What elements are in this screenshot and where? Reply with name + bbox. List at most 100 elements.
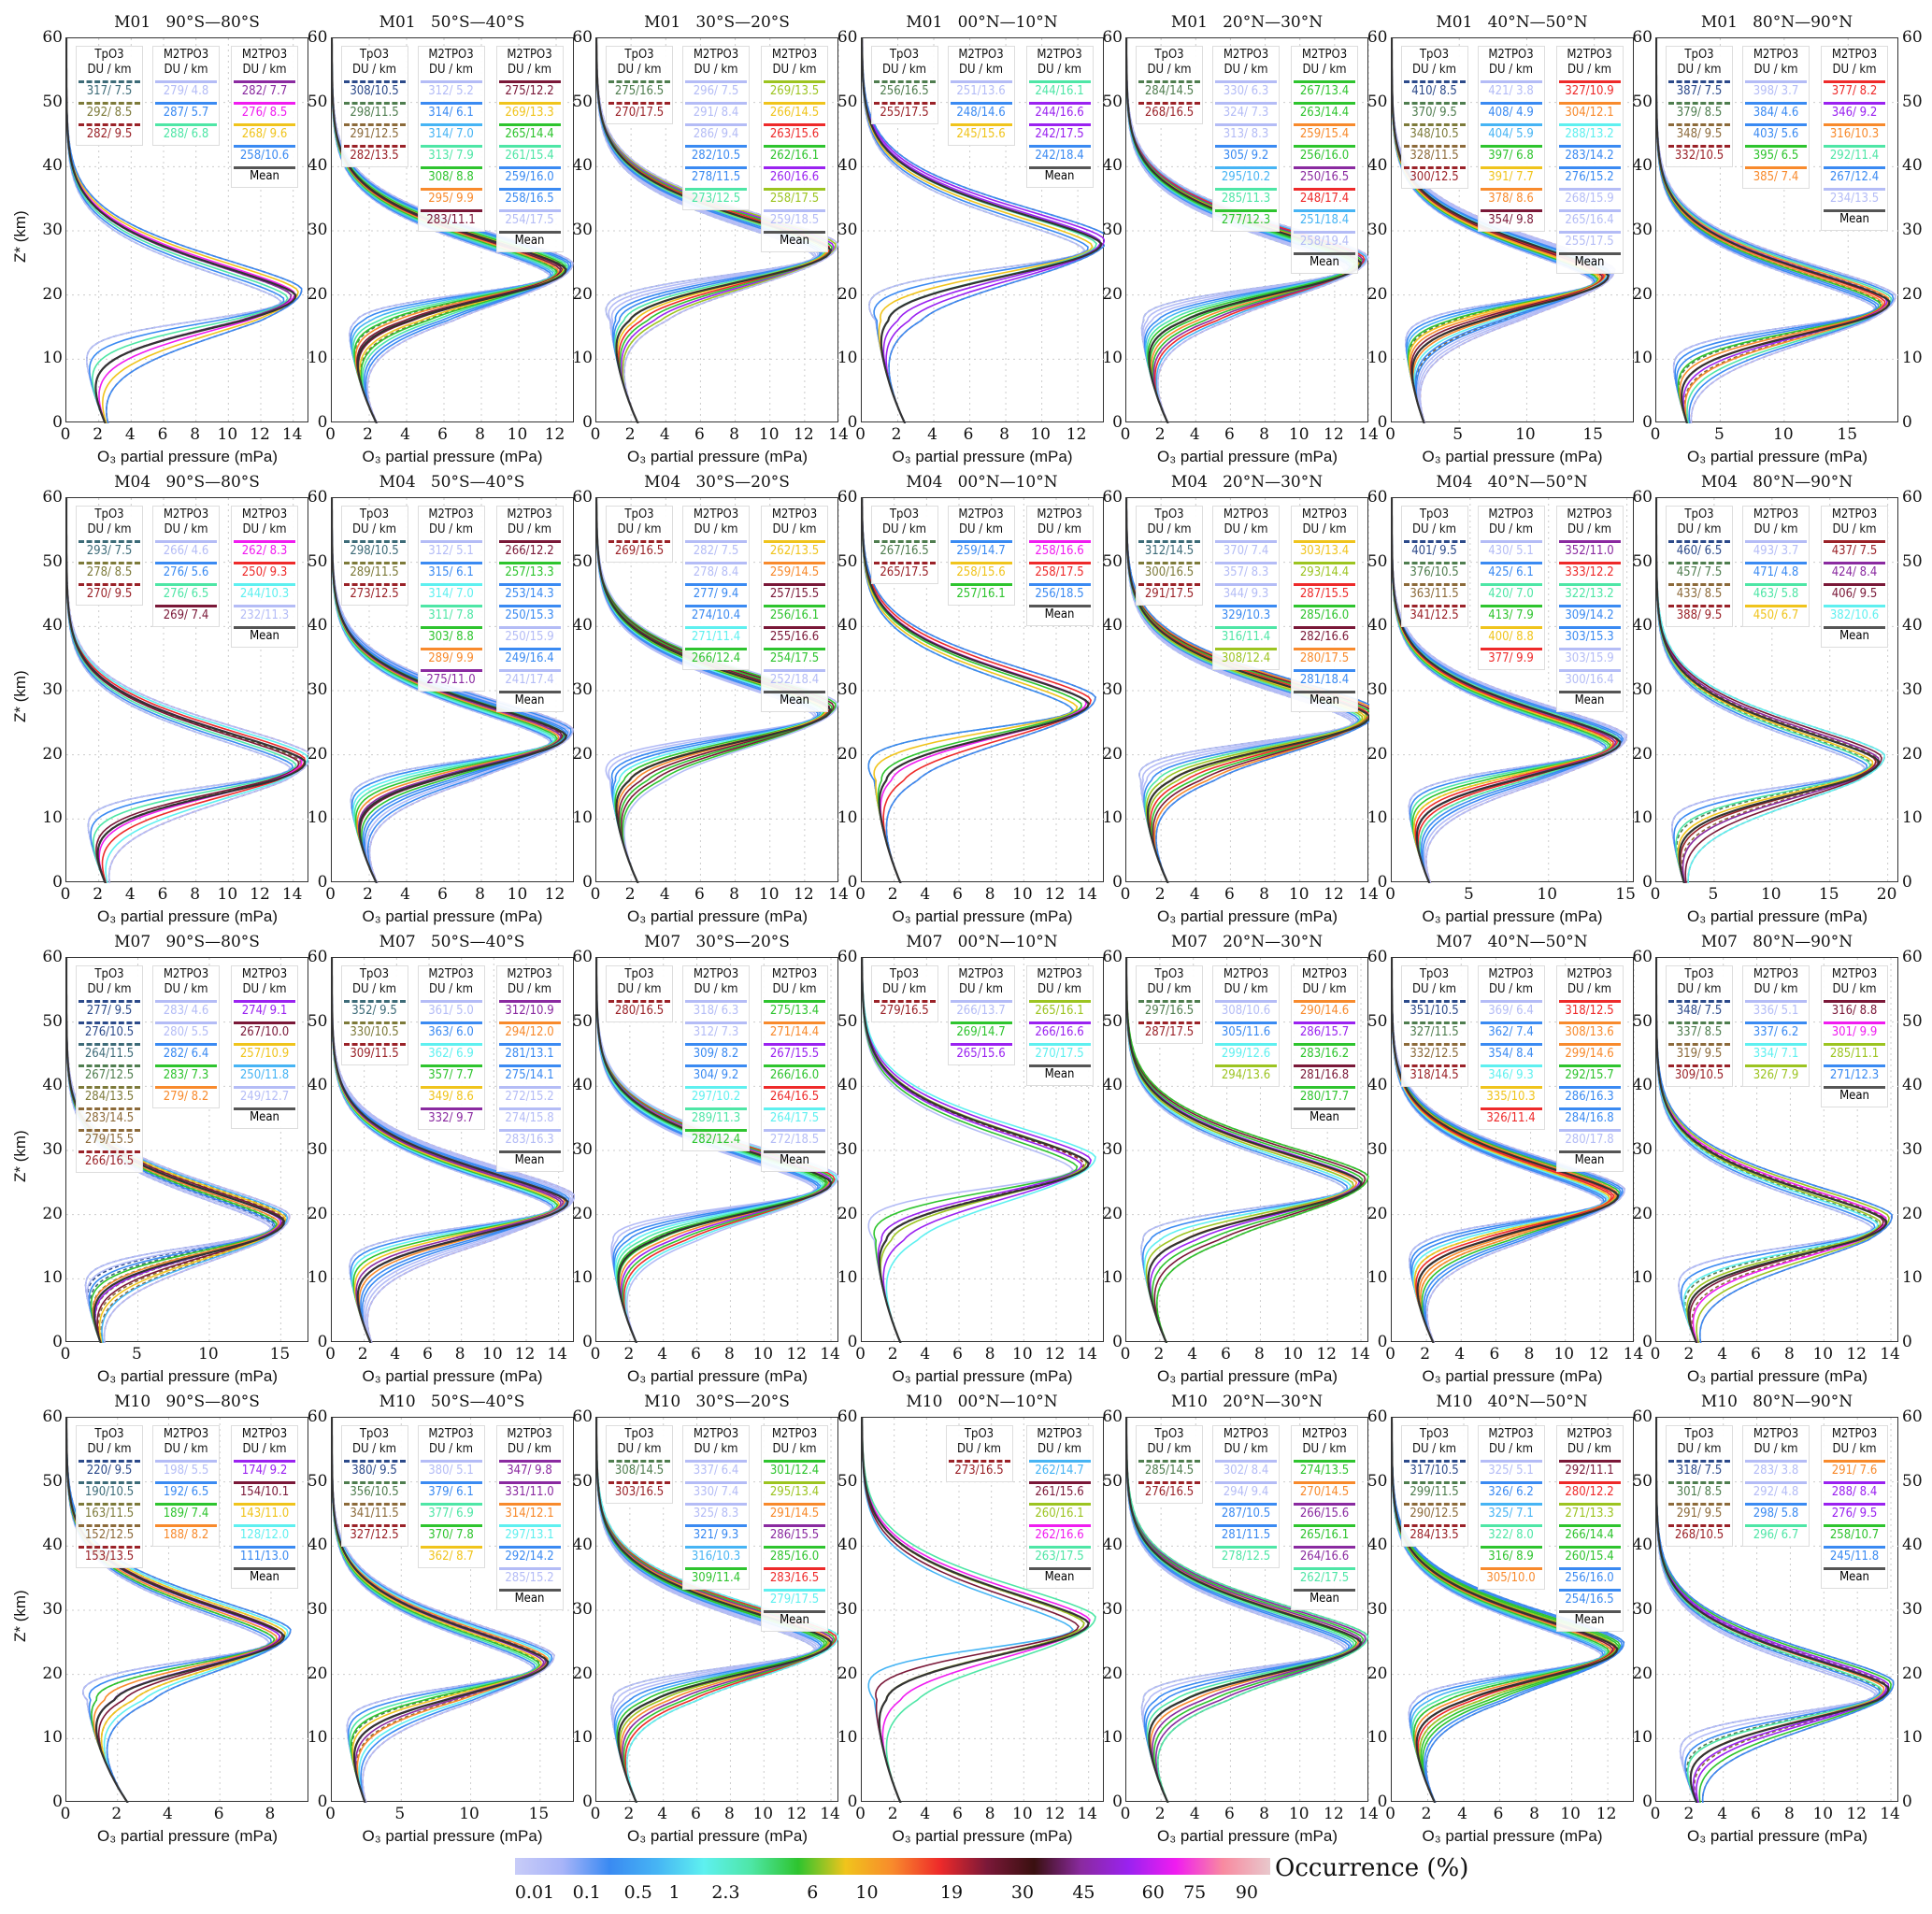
x-tick-label: 15 bbox=[1582, 425, 1603, 444]
y-tick-label-right: 0 bbox=[1902, 1333, 1912, 1351]
legend-header: M2TPO3 bbox=[1488, 48, 1534, 62]
x-tick-label: 5 bbox=[1708, 885, 1719, 904]
legend-entry: 270/17.5 bbox=[1028, 1043, 1091, 1062]
legend-entry: 282/13.5 bbox=[343, 145, 406, 164]
panel-title: M10 90°S—80°S bbox=[114, 1393, 260, 1411]
legend-mean: Mean bbox=[764, 691, 825, 708]
x-tick-label: 10 bbox=[1812, 1805, 1834, 1823]
x-tick-label: 14 bbox=[547, 1345, 567, 1364]
x-tick-label: 14 bbox=[828, 425, 849, 444]
legend-entry: 330/10.5 bbox=[343, 1021, 406, 1040]
legend-units: DU / km bbox=[694, 1442, 738, 1456]
x-tick-label: 0 bbox=[325, 425, 336, 444]
y-tick-label: 20 bbox=[1367, 1664, 1388, 1683]
x-tick-label: 2 bbox=[1420, 1345, 1431, 1364]
legend-entry: 292/ 8.5 bbox=[79, 102, 140, 121]
x-tick-label: 12 bbox=[1044, 885, 1066, 904]
legend-units: DU / km bbox=[1488, 522, 1534, 536]
legend-entry: 251/13.6 bbox=[950, 80, 1012, 99]
legend-entry: 273/16.5 bbox=[948, 1460, 1010, 1478]
legend-entry: 348/10.5 bbox=[1403, 123, 1466, 142]
panel-title: M07 90°S—80°S bbox=[114, 933, 260, 951]
legend-entry: 267/10.0 bbox=[234, 1021, 295, 1040]
legend-column-m2a: M2TPO3 DU / km 279/ 4.8 287/ 5.7 288/ 6.8 bbox=[152, 46, 220, 146]
x-tick-label: 14 bbox=[1358, 425, 1379, 444]
y-tick-label: 50 bbox=[1367, 1011, 1388, 1031]
legend-entry: 264/17.5 bbox=[764, 1107, 825, 1126]
y-tick-label-right: 20 bbox=[1902, 1204, 1923, 1223]
legend-header: M2TPO3 bbox=[163, 48, 209, 62]
legend-entry: 303/16.5 bbox=[608, 1481, 670, 1500]
legend-entry: 260/16.1 bbox=[1028, 1503, 1091, 1521]
y-tick-label: 0 bbox=[317, 873, 328, 892]
x-tick-label: 15 bbox=[269, 1345, 291, 1364]
y-tick-label: 20 bbox=[1632, 284, 1653, 304]
y-tick-label: 30 bbox=[1632, 680, 1653, 699]
y-tick-label: 40 bbox=[1367, 1535, 1388, 1555]
y-tick-label: 0 bbox=[847, 1793, 858, 1811]
y-tick-label: 50 bbox=[42, 1011, 63, 1031]
y-tick-label-right: 30 bbox=[1902, 680, 1923, 699]
legend-header: TpO3 bbox=[1419, 1427, 1450, 1441]
y-tick-label: 0 bbox=[1377, 1793, 1388, 1811]
y-tick-label: 10 bbox=[1367, 349, 1388, 368]
legend-entry: 291/ 9.5 bbox=[1668, 1503, 1730, 1521]
legend-entry: 304/ 9.2 bbox=[685, 1064, 747, 1083]
x-tick-label: 6 bbox=[1224, 425, 1235, 444]
y-tick-label: 40 bbox=[42, 156, 63, 176]
y-tick-label: 0 bbox=[582, 873, 593, 892]
legend-header: M2TPO3 bbox=[163, 1427, 209, 1441]
panel-title: M04 80°N—90°N bbox=[1700, 473, 1853, 492]
legend-entry: 280/12.2 bbox=[1558, 1481, 1621, 1500]
y-tick-label: 50 bbox=[307, 551, 328, 571]
legend-mean: Mean bbox=[234, 626, 295, 644]
legend-entry: 266/14.4 bbox=[1558, 1524, 1621, 1543]
legend-column-m2a: M2TPO3 DU / km 266/13.7 269/14.7 265/15.6 bbox=[947, 965, 1015, 1065]
legend-entry: 268/10.5 bbox=[1668, 1524, 1730, 1543]
y-tick-label: 20 bbox=[1102, 284, 1123, 304]
y-tick-label: 10 bbox=[837, 1728, 858, 1748]
y-tick-label: 60 bbox=[1102, 488, 1123, 507]
x-tick-label: 4 bbox=[163, 1805, 173, 1823]
y-tick-label: 0 bbox=[317, 413, 328, 432]
panel-title: M10 00°N—10°N bbox=[906, 1393, 1058, 1411]
panel-m10-2: TpO3 DU / km 308/14.5 303/16.5 M2TPO3 DU / km… bbox=[595, 1417, 839, 1803]
x-tick-label: 12 bbox=[1324, 1805, 1344, 1823]
legend-entry: 291/ 7.6 bbox=[1824, 1460, 1885, 1478]
legend-header: M2TPO3 bbox=[771, 507, 818, 521]
legend-entry: 398/ 3.7 bbox=[1745, 80, 1807, 99]
legend-entry: 327/12.5 bbox=[343, 1524, 406, 1543]
y-tick-label: 20 bbox=[572, 284, 593, 304]
panel-title: M07 30°S—20°S bbox=[644, 933, 790, 951]
legend-entry: 250/ 9.3 bbox=[234, 562, 295, 580]
legend-entry: 400/ 8.8 bbox=[1480, 626, 1542, 645]
x-tick-label: 8 bbox=[1784, 1805, 1795, 1823]
y-tick-label: 40 bbox=[307, 616, 328, 636]
panel-m10-3: TpO3 DU / km 273/16.5 M2TPO3 DU / km 262/14.7… bbox=[860, 1417, 1105, 1803]
y-tick-label: 60 bbox=[1102, 948, 1123, 966]
y-tick-label-right: 50 bbox=[1902, 551, 1923, 571]
legend-units: DU / km bbox=[1224, 1442, 1268, 1456]
legend-column-m2a: M2TPO3 DU / km 330/ 6.3 324/ 7.3 313/ 8.3 305… bbox=[1212, 46, 1280, 232]
legend-entry: 333/12.2 bbox=[1558, 562, 1621, 580]
y-tick-label: 10 bbox=[572, 1268, 593, 1288]
legend-units: DU / km bbox=[1411, 63, 1457, 77]
legend-units: DU / km bbox=[1302, 63, 1347, 77]
panel-title: M01 50°S—40°S bbox=[379, 13, 525, 32]
legend-header: M2TPO3 bbox=[958, 48, 1004, 62]
legend-entry: 278/ 8.5 bbox=[79, 562, 140, 580]
legend-entry: 285/15.2 bbox=[498, 1567, 561, 1586]
y-tick-label: 0 bbox=[1377, 1333, 1388, 1351]
legend-entry: 424/ 8.4 bbox=[1824, 562, 1885, 580]
legend-entry: 153/13.5 bbox=[79, 1546, 140, 1564]
legend-entry: 318/ 7.5 bbox=[1668, 1460, 1730, 1478]
legend-header: TpO3 bbox=[94, 507, 124, 521]
legend-header: M2TPO3 bbox=[1037, 48, 1082, 62]
legend-column-m2a: M2TPO3 DU / km 308/10.6 305/11.6 299/12.6 294… bbox=[1212, 965, 1280, 1087]
colorbar-tick-label: 45 bbox=[1072, 1882, 1095, 1903]
y-tick-label: 20 bbox=[837, 284, 858, 304]
y-tick-label: 40 bbox=[837, 156, 858, 176]
panel-m10-6: TpO3 DU / km 318/ 7.5 301/ 8.5 291/ 9.5 268/1… bbox=[1655, 1417, 1899, 1803]
legend-entry: 301/ 9.9 bbox=[1824, 1021, 1885, 1040]
x-axis-label: O₃ partial pressure (mPa) bbox=[1686, 1367, 1868, 1385]
